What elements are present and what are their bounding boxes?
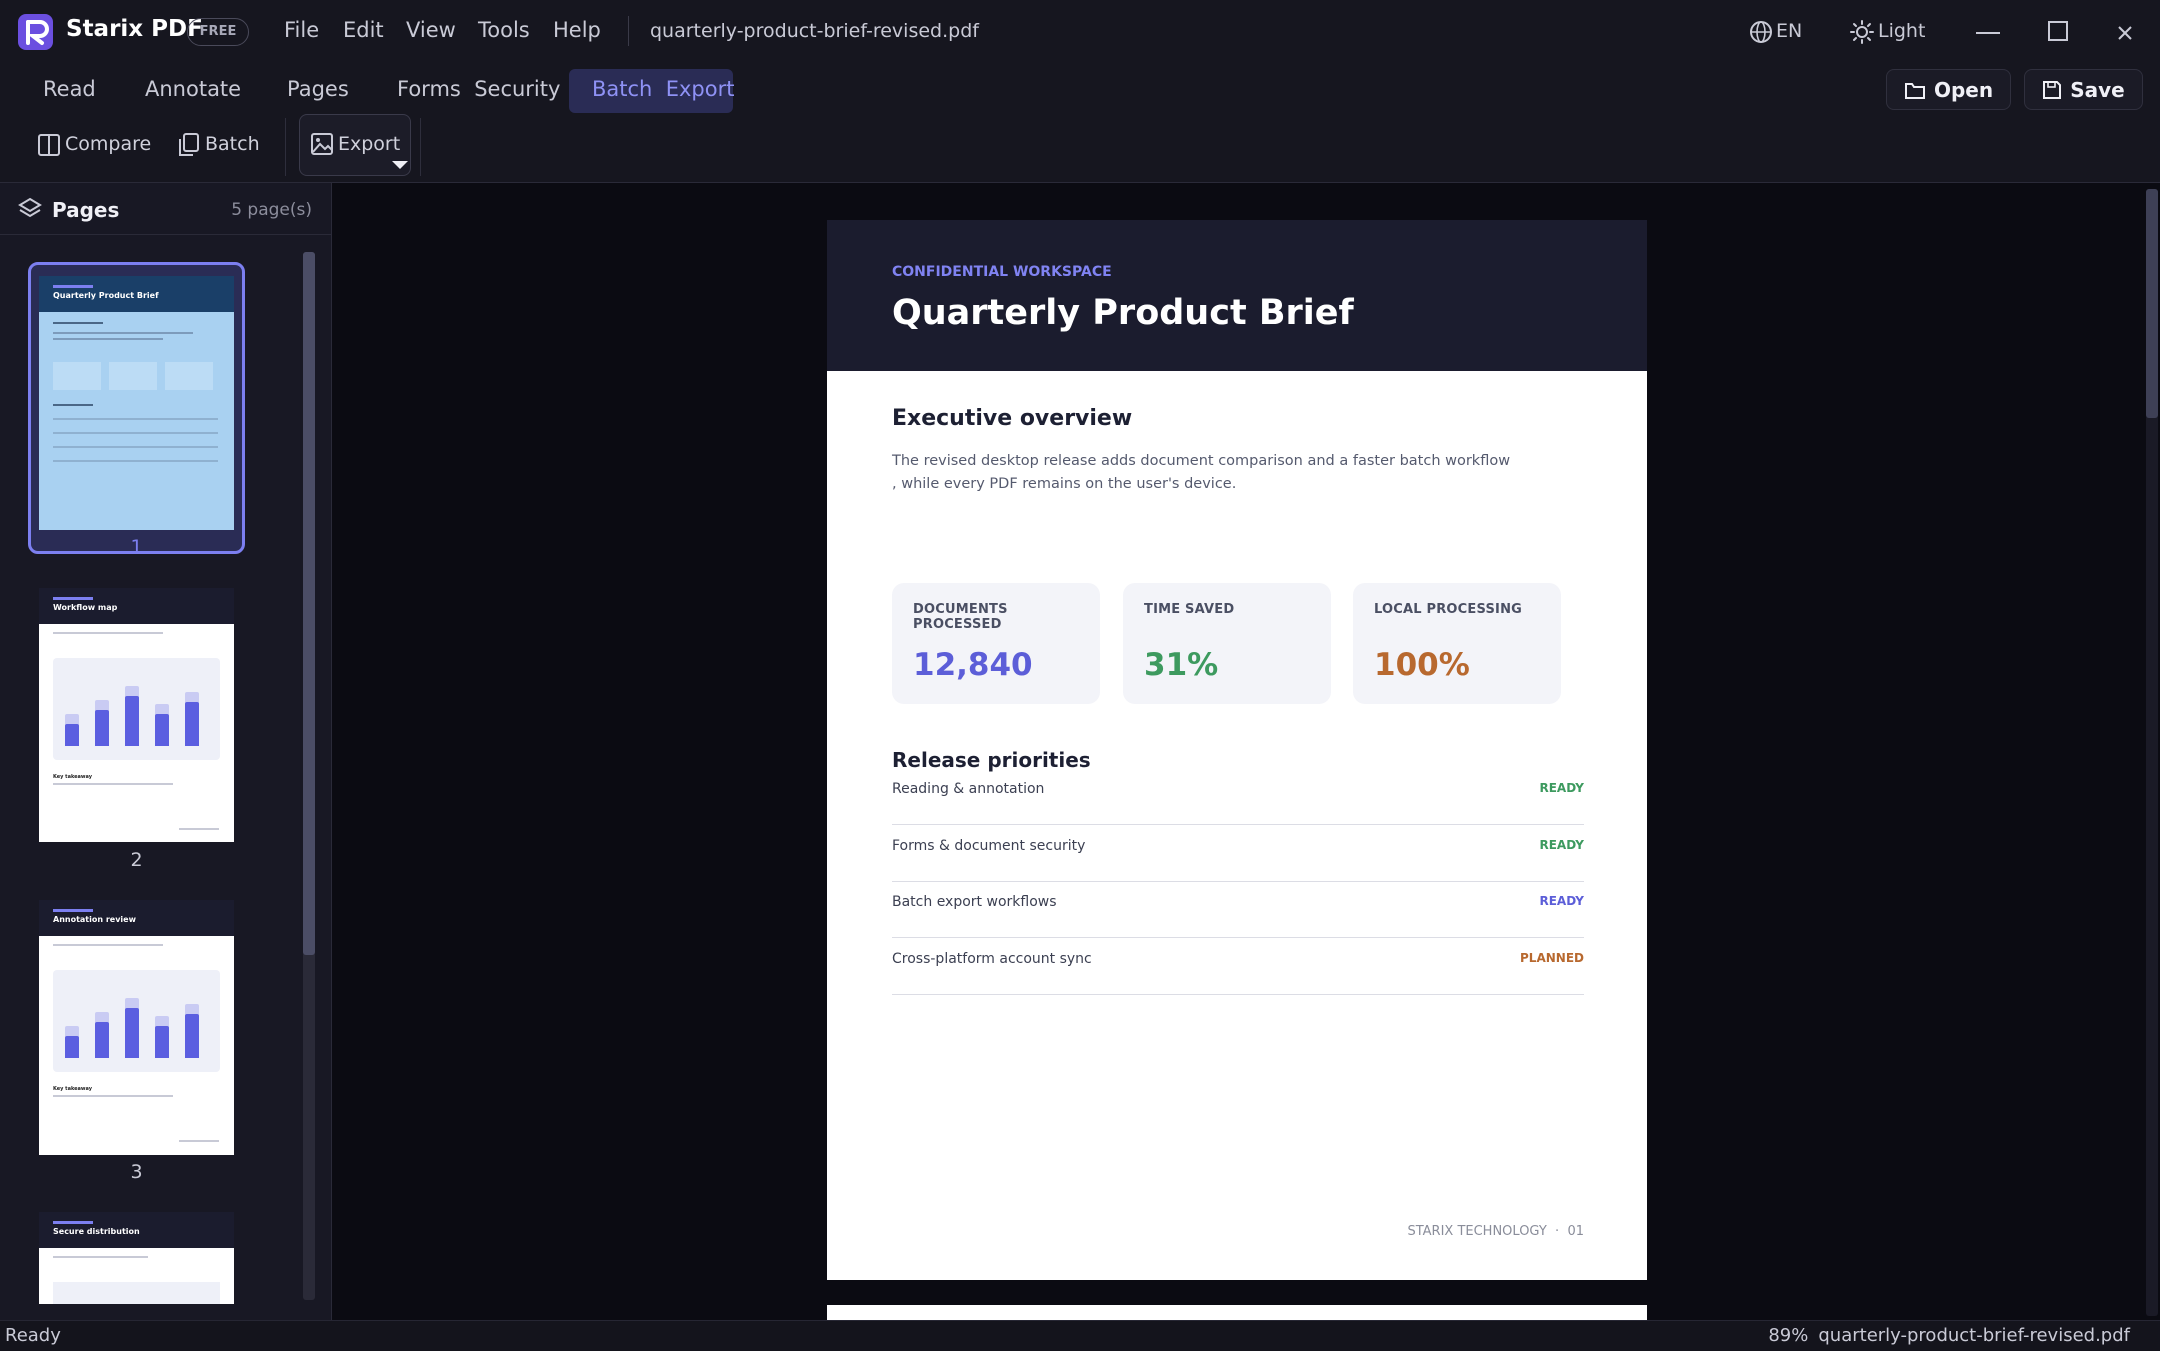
priority-row: Forms & document security READY (892, 825, 1584, 882)
priority-status: PLANNED (1520, 950, 1584, 965)
separator (285, 118, 286, 176)
export-button[interactable] (299, 114, 411, 176)
image-icon (311, 133, 333, 155)
status-text: Ready (5, 1325, 61, 1346)
ribbon-tab[interactable]: Batch Export (592, 77, 735, 101)
scrollbar-track (2146, 189, 2158, 1316)
thumbnail-title: Workflow map (53, 603, 118, 612)
menu-item[interactable]: Tools (478, 18, 530, 42)
scrollbar-thumb[interactable] (303, 252, 315, 955)
thumbnail-subtitle: Key takeaway (53, 1086, 92, 1092)
page-thumbnail[interactable]: Annotation review Key takeaway (39, 900, 234, 1155)
zoom-level: 89% (1768, 1325, 1809, 1346)
metric-label: TIME SAVED (1144, 602, 1235, 617)
scrollbar-thumb[interactable] (2146, 189, 2158, 418)
panel-title: Pages (52, 198, 120, 222)
ribbon-tab[interactable]: Pages (287, 77, 349, 101)
paragraph-line: The revised desktop release adds documen… (892, 453, 1511, 469)
metric-card: TIME SAVED 31% (1123, 583, 1331, 704)
thumbnail-title: Quarterly Product Brief (53, 291, 159, 300)
tool-button[interactable]: Compare (65, 133, 152, 155)
thumbnail-title: Secure distribution (53, 1227, 140, 1236)
thumbnail-label: 1 (130, 536, 143, 558)
priority-row: Batch export workflows READY (892, 881, 1584, 938)
paragraph-line: , while every PDF remains on the user's … (892, 476, 1237, 492)
plan-badge: FREE (187, 18, 249, 46)
status-right: 89% quarterly-product-brief-revised.pdf (1768, 1325, 2130, 1346)
thumbnail-subtitle: Key takeaway (53, 774, 92, 780)
thumbnail-title: Annotation review (53, 915, 136, 924)
active-tab-bg (569, 69, 733, 113)
folder-icon (1904, 82, 1925, 99)
metric-value: 100% (1374, 647, 1470, 683)
save-button[interactable]: Save (2024, 69, 2143, 110)
button-label: Save (2070, 77, 2125, 102)
page-thumbnail[interactable]: Workflow map Key takeaway (39, 588, 234, 842)
tool-button[interactable]: Batch (205, 133, 260, 155)
page-count: 5 page(s) (231, 200, 312, 220)
document-title: Quarterly Product Brief (892, 293, 1354, 333)
separator (628, 16, 629, 46)
dropdown-arrow (392, 161, 408, 169)
section-heading: Release priorities (892, 748, 1091, 772)
thumbnail-label: 2 (130, 849, 143, 871)
tool-button[interactable]: Export (338, 133, 401, 155)
layers-icon (18, 197, 42, 218)
page-thumbnail[interactable]: Quarterly Product Brief (39, 276, 234, 530)
ribbon-tab[interactable]: Read (43, 77, 96, 101)
metric-value: 12,840 (913, 647, 1033, 683)
app-name: Starix PDF (66, 16, 203, 42)
metric-value: 31% (1144, 647, 1219, 683)
metric-card: DOCUMENTS PROCESSED 12,840 (892, 583, 1100, 704)
separator (420, 118, 421, 176)
window-controls (1976, 21, 2132, 41)
button-label: Open (1933, 77, 1994, 102)
sun-icon (1850, 20, 1874, 44)
ribbon-tab[interactable]: Forms Security (397, 77, 561, 101)
metric-card: LOCAL PROCESSING 100% (1353, 583, 1561, 704)
status-bar: Ready 89% quarterly-product-brief-revise… (0, 1320, 2160, 1351)
document-page: CONFIDENTIAL WORKSPACE Quarterly Product… (827, 220, 1647, 1280)
title-bar: Starix PDF FREE File Edit View Tools Hel… (0, 0, 2160, 63)
globe-icon (1750, 21, 1772, 43)
section-heading: Executive overview (892, 406, 1133, 431)
divider (0, 234, 331, 235)
menu-item[interactable]: Edit (343, 18, 384, 42)
priority-status: READY (1539, 894, 1584, 908)
save-icon (2043, 80, 2062, 99)
priority-row: Reading & annotation READY (892, 768, 1584, 825)
next-page (827, 1305, 1647, 1320)
menu-item[interactable]: Help (553, 18, 601, 42)
ribbon-tab[interactable]: Annotate (145, 77, 242, 101)
metric-label: DOCUMENTS PROCESSED (913, 602, 1008, 632)
priority-name: Forms & document security (892, 837, 1086, 854)
priority-status: READY (1539, 837, 1584, 852)
file-name: quarterly-product-brief-revised.pdf (650, 20, 979, 42)
theme-switch[interactable]: Light (1878, 20, 1926, 42)
open-button[interactable]: Open (1886, 69, 2011, 110)
priority-name: Batch export workflows (892, 894, 1057, 910)
page-header (827, 220, 1647, 371)
status-file: quarterly-product-brief-revised.pdf (1818, 1325, 2130, 1346)
compare-icon (38, 134, 60, 156)
priority-row: Cross-platform account sync PLANNED (892, 938, 1584, 995)
menu-item[interactable]: View (406, 18, 456, 42)
priority-status: READY (1539, 781, 1584, 795)
menu-item[interactable]: File (284, 18, 320, 42)
metric-label: LOCAL PROCESSING (1374, 602, 1523, 617)
thumbnail-label: 3 (130, 1161, 143, 1183)
page-footer: STARIX TECHNOLOGY · 01 (1407, 1224, 1584, 1239)
page-thumbnail[interactable]: Secure distribution (39, 1212, 234, 1304)
eyebrow: CONFIDENTIAL WORKSPACE (892, 264, 1112, 280)
batch-icon (179, 133, 199, 156)
app-logo (18, 14, 53, 50)
language-switch[interactable]: EN (1776, 20, 1803, 42)
priority-name: Reading & annotation (892, 781, 1045, 797)
priority-name: Cross-platform account sync (892, 950, 1092, 967)
